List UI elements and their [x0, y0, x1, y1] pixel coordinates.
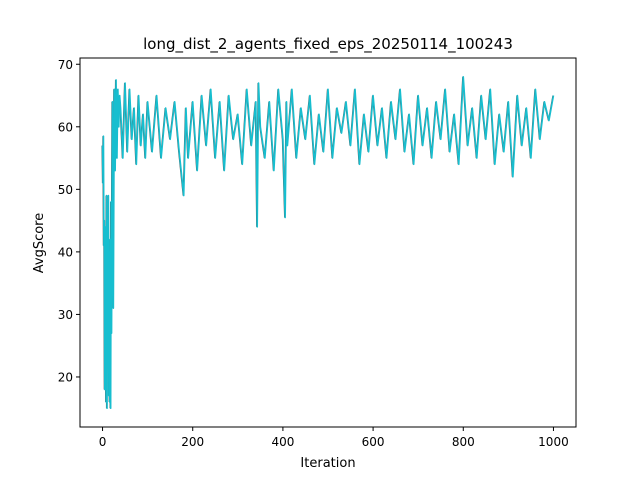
y-tick-label: 50 [58, 183, 73, 197]
y-tick-label: 40 [58, 245, 73, 259]
x-tick-label: 1000 [538, 435, 569, 449]
chart-title: long_dist_2_agents_fixed_eps_20250114_10… [143, 35, 513, 54]
x-tick-label: 800 [452, 435, 475, 449]
y-axis: 20 30 40 50 60 70 [58, 58, 80, 384]
series-line-0 [101, 75, 555, 410]
y-tick-label: 30 [58, 308, 73, 322]
x-tick-label: 400 [271, 435, 294, 449]
plot-area [79, 57, 577, 428]
x-tick-label: 600 [362, 435, 385, 449]
x-axis-label: Iteration [300, 456, 355, 471]
y-tick-label: 70 [58, 58, 73, 72]
axes-frame [79, 57, 577, 428]
x-tick-label: 200 [181, 435, 204, 449]
y-tick-label: 20 [58, 370, 73, 384]
y-tick-label: 60 [58, 120, 73, 134]
y-axis-label: AvgScore [32, 213, 47, 274]
x-axis: 0 200 400 600 800 1000 [99, 427, 569, 449]
x-tick-label: 0 [99, 435, 107, 449]
series-layer [101, 75, 555, 410]
